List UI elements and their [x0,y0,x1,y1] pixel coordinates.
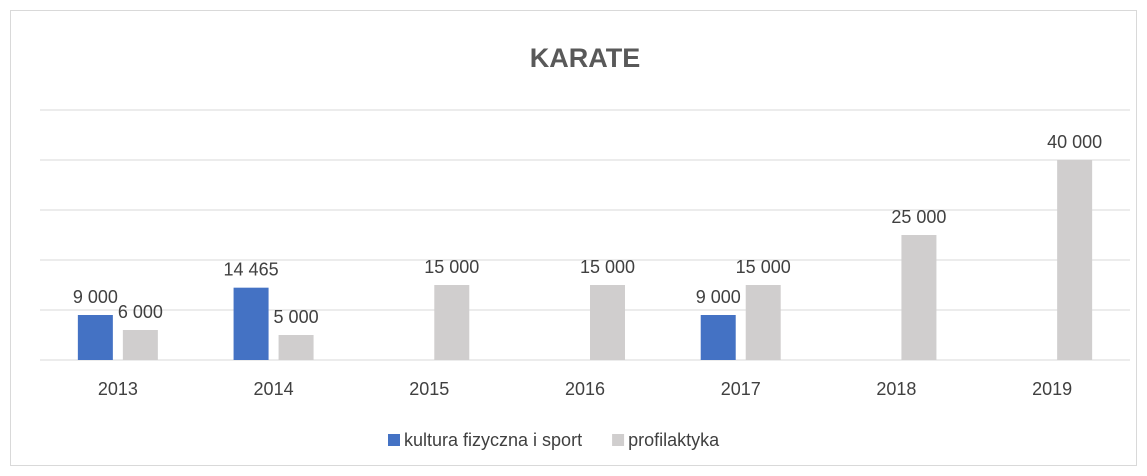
bar [278,335,314,360]
bar [77,315,113,360]
bar [233,287,269,360]
data-label: 9 000 [73,287,118,307]
legend-label: profilaktyka [628,430,720,450]
data-label: 6 000 [118,302,163,322]
chart-border [10,10,1137,466]
data-label: 14 465 [224,259,279,279]
data-label: 25 000 [891,207,946,227]
bar [122,330,158,360]
x-tick-label: 2018 [876,379,916,399]
bar [901,235,937,360]
chart-title: KARATE [530,43,641,73]
bar [1057,160,1093,360]
bar [434,285,470,360]
data-label: 15 000 [736,257,791,277]
x-tick-label: 2016 [565,379,605,399]
data-label: 40 000 [1047,132,1102,152]
bar [700,315,736,360]
data-label: 9 000 [696,287,741,307]
x-tick-label: 2017 [721,379,761,399]
data-label: 15 000 [580,257,635,277]
x-tick-label: 2015 [409,379,449,399]
x-tick-label: 2019 [1032,379,1072,399]
bar [590,285,625,360]
data-label: 5 000 [274,307,319,327]
bar [745,285,781,360]
data-label: 15 000 [424,257,479,277]
x-tick-label: 2013 [98,379,138,399]
x-tick-label: 2014 [254,379,294,399]
legend-swatch [612,434,625,446]
legend-swatch [388,434,400,446]
legend-label: kultura fizyczna i sport [404,430,582,450]
